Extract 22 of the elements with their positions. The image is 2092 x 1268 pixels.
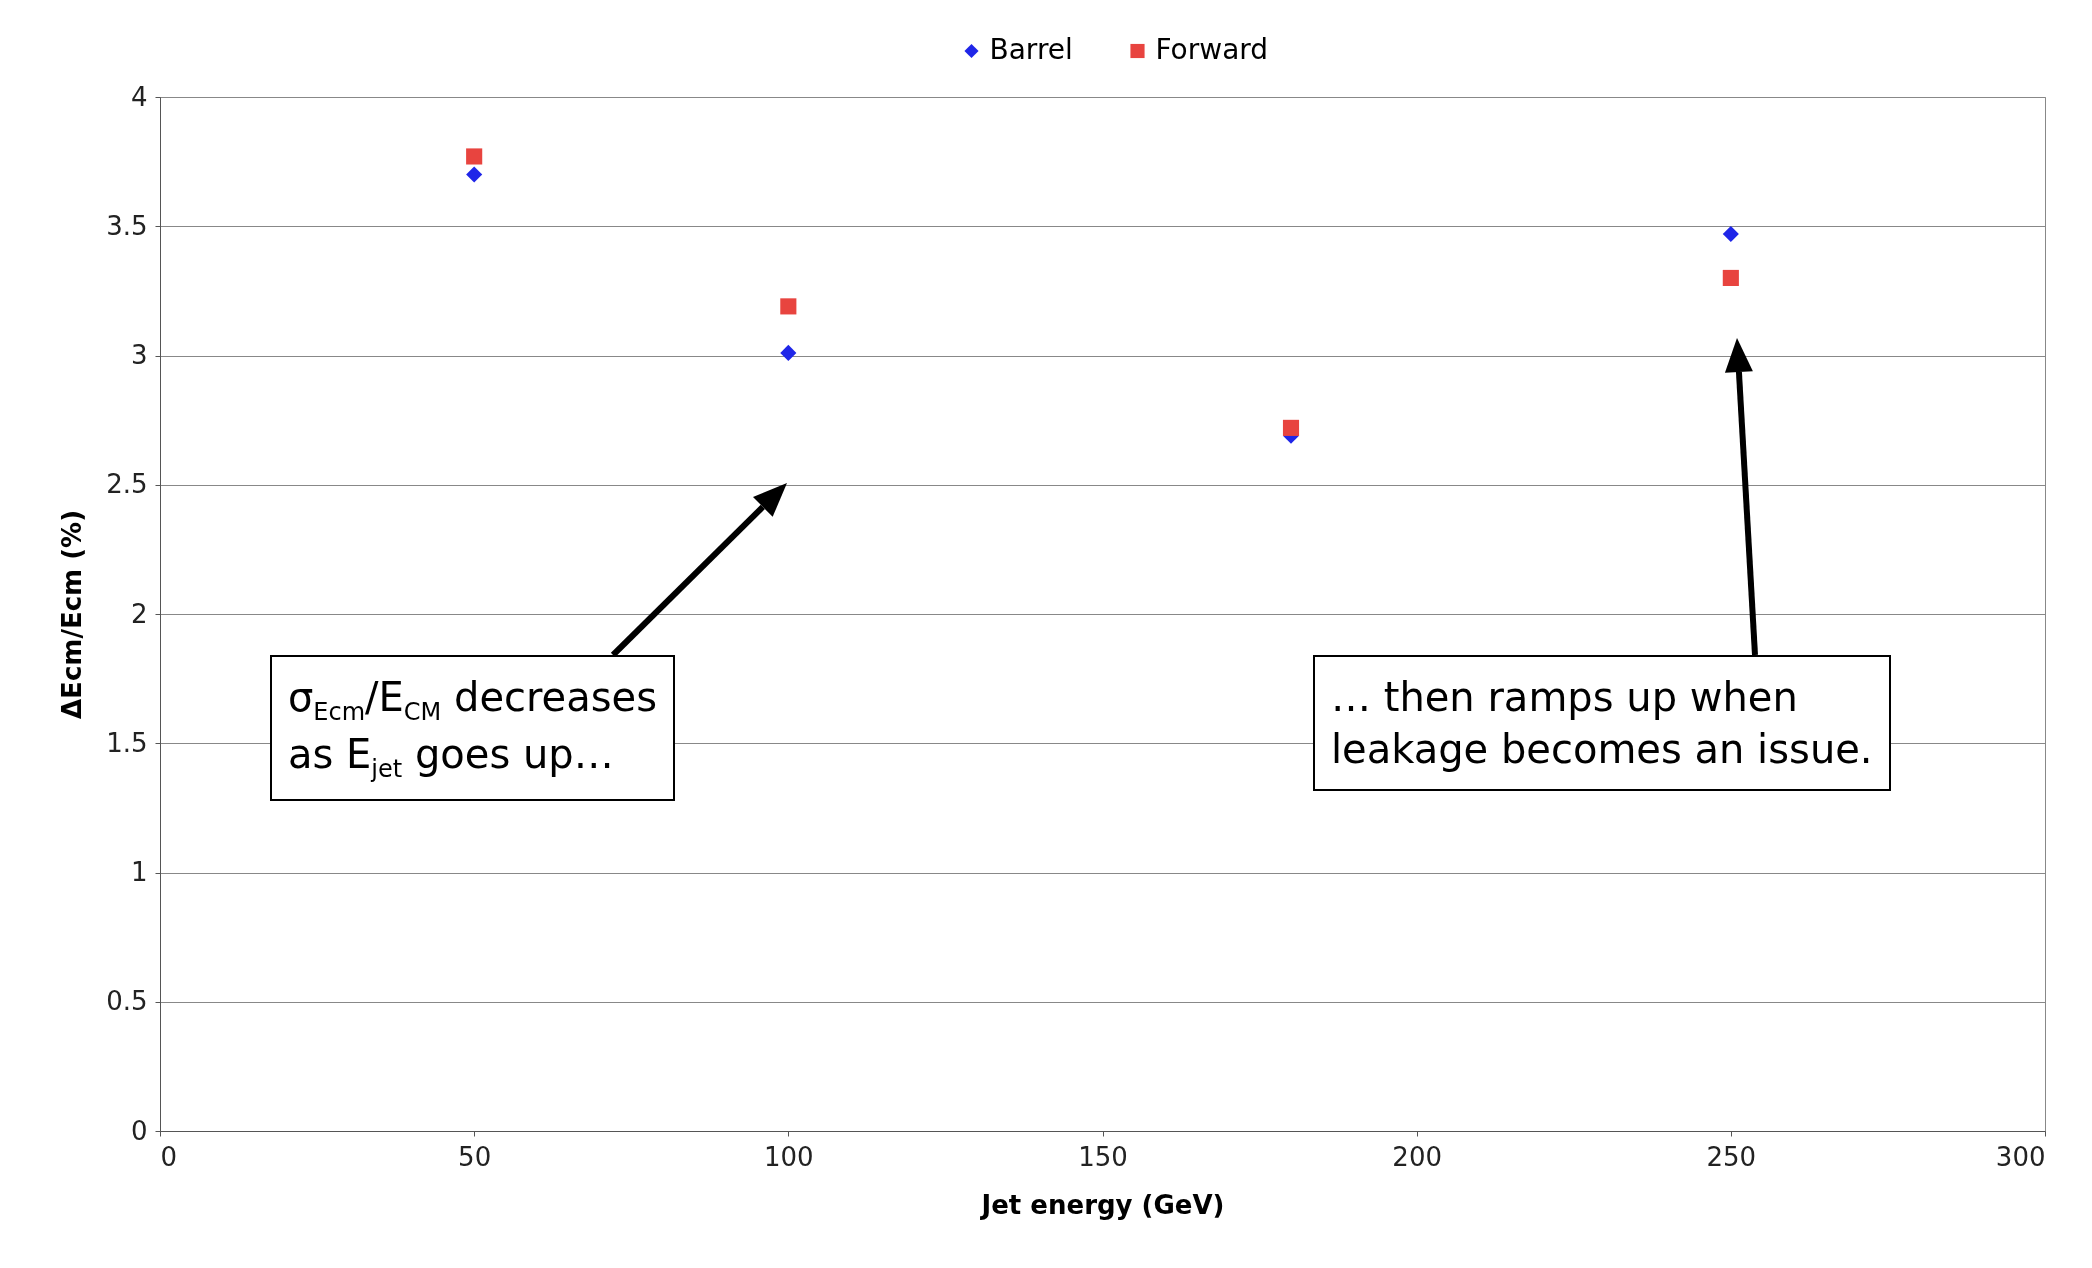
legend-label: Forward bbox=[1155, 33, 1269, 66]
y-tick-label: 2 bbox=[130, 598, 148, 629]
y-axis-title: ΔEcm/Ecm (%) bbox=[57, 509, 88, 720]
x-tick-label: 200 bbox=[1392, 1141, 1442, 1172]
x-tick-label: 0 bbox=[160, 1141, 178, 1172]
text: σ$_{Ecm}$/E$_{CM}$ decreases as E$_{jet}$ goes up… bbox=[288, 674, 658, 784]
x-tick-label: 150 bbox=[1078, 1141, 1128, 1172]
y-tick-label: 0.5 bbox=[106, 986, 148, 1017]
x-tick-label: 50 bbox=[458, 1141, 492, 1172]
y-tick-label: 2.5 bbox=[106, 469, 148, 500]
y-tick-label: 1 bbox=[130, 857, 148, 887]
annotation: … then ramps up when leakage becomes an issue. bbox=[1313, 655, 1891, 791]
y-tick-label: 0 bbox=[130, 1115, 148, 1146]
y-tick-label: 3 bbox=[130, 340, 148, 370]
x-tick-label: 300 bbox=[1995, 1141, 2046, 1172]
legend-label: Barrel bbox=[989, 33, 1073, 66]
y-tick-label: 3.5 bbox=[106, 210, 148, 241]
x-tick-label: 250 bbox=[1706, 1141, 1757, 1172]
x-axis-title: Jet energy (GeV) bbox=[979, 1189, 1225, 1220]
x-tick-label: 100 bbox=[764, 1141, 814, 1172]
y-tick-label: 1.5 bbox=[106, 727, 148, 758]
y-tick-label: 4 bbox=[130, 81, 148, 112]
